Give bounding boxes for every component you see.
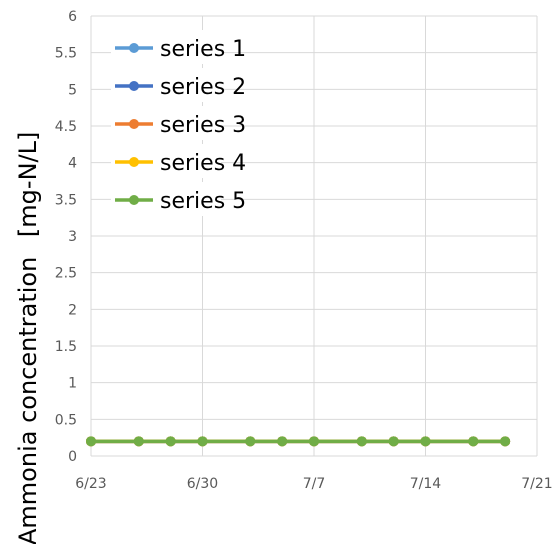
y-tick-label: 4.5 — [55, 119, 77, 135]
data-point — [86, 436, 96, 447]
legend-swatch-marker — [129, 81, 139, 91]
data-point — [245, 436, 256, 447]
x-tick-label: 7/14 — [410, 476, 442, 492]
data-point — [420, 436, 431, 447]
legend-swatch-marker — [129, 119, 139, 129]
y-tick-label: 0 — [68, 449, 77, 465]
legend-swatch-marker — [129, 157, 139, 167]
y-tick-label: 1.5 — [55, 339, 77, 355]
y-axis-title: Ammonia concentration [mg-N/L] — [14, 132, 42, 544]
y-tick-label: 6 — [68, 9, 77, 25]
y-tick-label: 1 — [68, 376, 77, 392]
y-tick-label: 2.5 — [55, 266, 77, 282]
x-tick-label: 6/30 — [187, 476, 218, 492]
legend-entry: series 4 — [111, 144, 246, 178]
legend-label: series 1 — [160, 37, 246, 62]
legend-label: series 4 — [160, 151, 246, 176]
y-axis-unit: [mg-N/L] — [14, 132, 42, 237]
legend-entry: series 3 — [111, 106, 246, 140]
y-tick-label: 5.5 — [55, 46, 77, 62]
legend-label: series 2 — [160, 75, 246, 100]
data-point — [356, 436, 367, 447]
legend-entry: series 2 — [111, 68, 246, 102]
series-5 — [86, 436, 511, 447]
legend-label: series 5 — [160, 189, 246, 214]
data-point — [197, 436, 208, 447]
legend-entry: series 5 — [111, 182, 246, 216]
legend-entry: series 1 — [111, 30, 246, 64]
legend-swatch-marker — [129, 195, 139, 205]
data-point — [165, 436, 176, 447]
data-point — [500, 436, 511, 447]
data-point — [468, 436, 479, 447]
data-point — [309, 436, 319, 447]
y-tick-label: 2 — [68, 302, 77, 318]
y-axis-ticks: 0 0.5 1 1.5 2 2.5 3 3.5 4 4.5 5 5.5 6 — [55, 9, 77, 465]
x-tick-label: 7/21 — [521, 476, 552, 492]
legend: series 1 series 2 series 3 series 4 series 5 — [111, 30, 246, 216]
x-axis-ticks: 6/23 6/30 7/7 7/14 7/21 — [75, 476, 552, 492]
legend-swatch-marker — [129, 43, 139, 53]
data-point — [133, 436, 144, 447]
data-point — [388, 436, 399, 447]
x-tick-label: 6/23 — [75, 476, 106, 492]
data-point — [277, 436, 288, 447]
legend-label: series 3 — [160, 113, 246, 138]
y-tick-label: 3 — [68, 229, 77, 245]
series-lines — [86, 436, 511, 447]
x-tick-label: 7/7 — [303, 476, 326, 492]
y-axis-label: Ammonia concentration — [14, 257, 42, 544]
y-tick-label: 5 — [68, 82, 77, 98]
y-tick-label: 4 — [68, 156, 77, 172]
y-tick-label: 0.5 — [55, 412, 77, 428]
y-tick-label: 3.5 — [55, 192, 77, 208]
